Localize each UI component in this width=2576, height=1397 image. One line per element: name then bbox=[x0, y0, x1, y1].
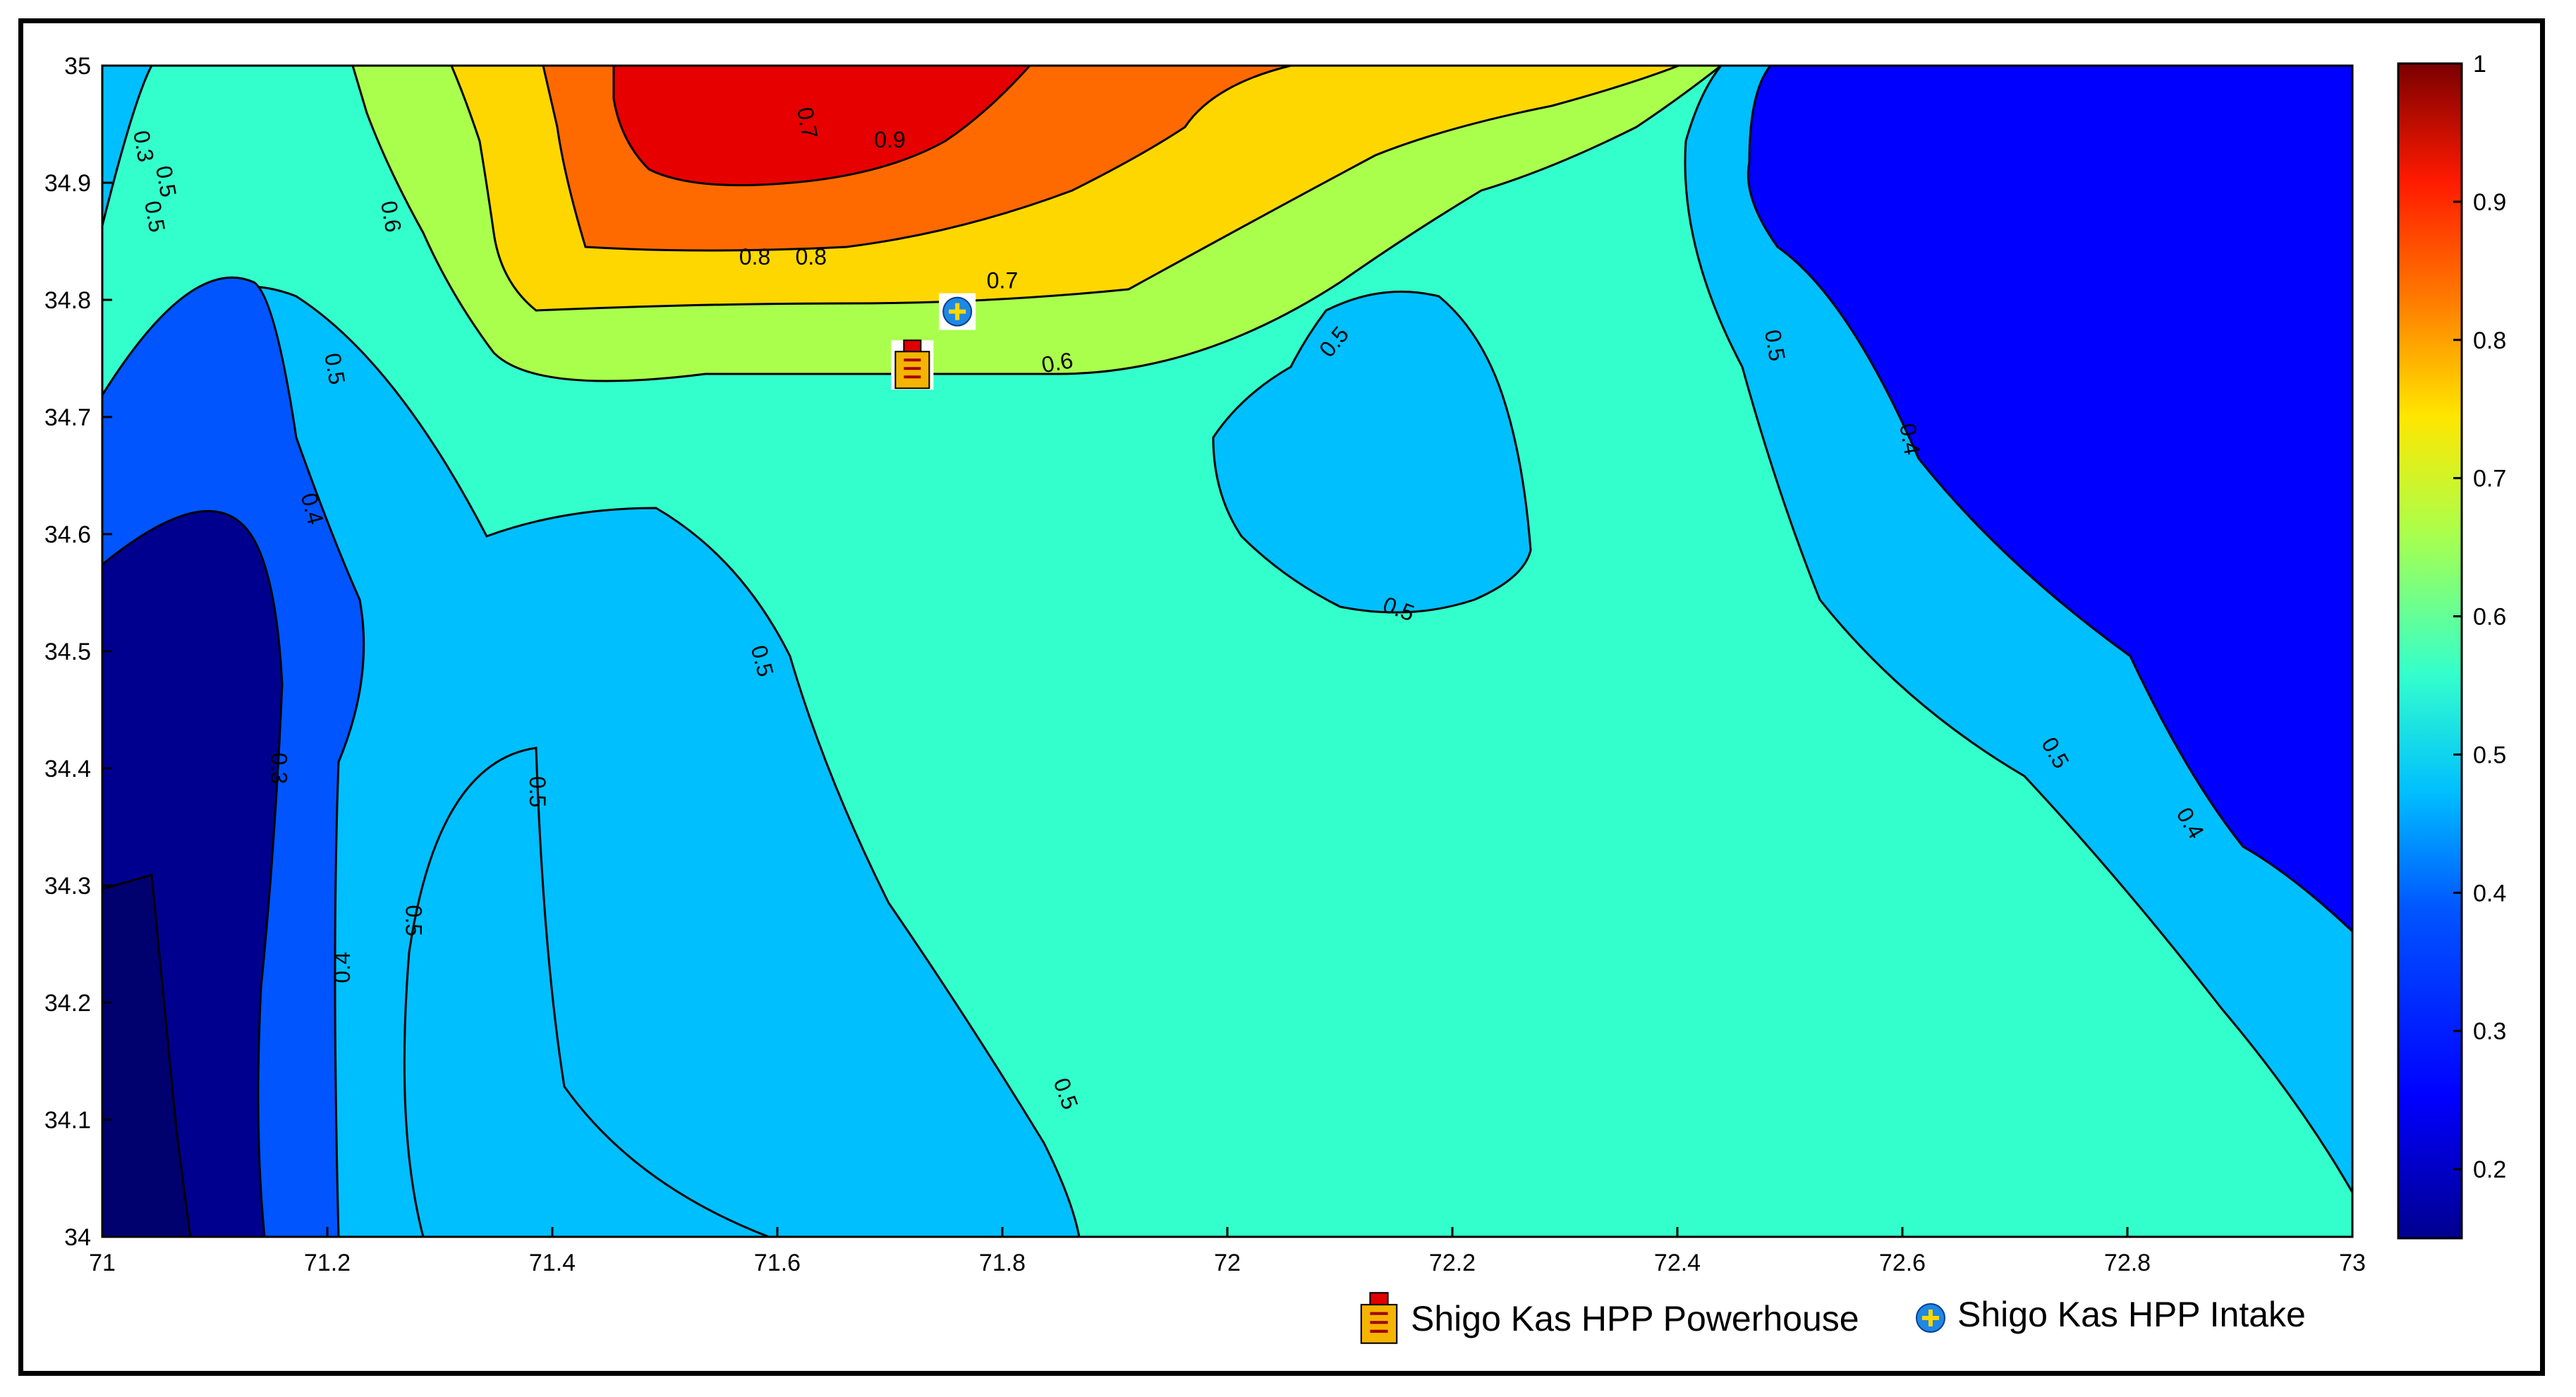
x-tick-label: 71.4 bbox=[529, 1250, 576, 1276]
legend-intake-icon bbox=[1912, 1300, 1949, 1336]
contour-region-0.15-left bbox=[102, 873, 192, 1237]
colorbar-tick-label: 0.6 bbox=[2473, 604, 2506, 631]
contour-label: 0.7 bbox=[792, 105, 822, 140]
y-tick-label: 34 bbox=[64, 1224, 91, 1251]
colorbar-tick-label: 0.7 bbox=[2473, 466, 2506, 492]
contour-label: 0.5 bbox=[525, 776, 550, 807]
contour-label: 0.5 bbox=[320, 351, 350, 387]
y-tick-label: 34.4 bbox=[44, 756, 91, 782]
x-axis: 71 71.2 71.4 71.6 71.8 72 72.2 72.4 72.6 72.8 73 bbox=[89, 1227, 2366, 1276]
plot-area bbox=[102, 66, 2352, 1237]
marker-layer bbox=[891, 293, 976, 390]
y-axis: 35 34.9 34.8 34.7 34.6 34.5 34.4 34.3 34.2 34.1 34 bbox=[44, 53, 112, 1251]
contour-label: 0.5 bbox=[1760, 327, 1790, 363]
y-tick-label: 34.2 bbox=[44, 990, 91, 1017]
contour-label: 0.6 bbox=[1040, 347, 1075, 377]
x-tick-label: 71 bbox=[89, 1250, 116, 1276]
legend-label-powerhouse: Shigo Kas HPP Powerhouse bbox=[1411, 1299, 1859, 1338]
contour-label: 0.3 bbox=[128, 128, 159, 164]
x-tick-label: 72 bbox=[1214, 1250, 1241, 1276]
colorbar-tick-label: 0.9 bbox=[2473, 189, 2506, 216]
contour-label: 0.8 bbox=[796, 244, 827, 270]
contour-region-0.3-right bbox=[1746, 66, 2352, 933]
contour-region-0.9 bbox=[612, 66, 1032, 186]
legend: Shigo Kas HPP Powerhouse Shigo Kas HPP In… bbox=[1356, 1292, 2306, 1345]
x-tick-label: 71.2 bbox=[304, 1250, 351, 1276]
colorbar-tick-label: 0.2 bbox=[2473, 1156, 2506, 1183]
contour-label: 0.9 bbox=[874, 127, 905, 152]
contour-label: 0.5 bbox=[401, 905, 427, 936]
colorbar-tick-label: 0.4 bbox=[2473, 880, 2506, 907]
legend-label-intake: Shigo Kas HPP Intake bbox=[1957, 1295, 2306, 1334]
figure-frame bbox=[18, 18, 2545, 1376]
powerhouse-icon bbox=[891, 339, 934, 390]
x-tick-label: 73 bbox=[2339, 1250, 2366, 1276]
y-tick-label: 34.3 bbox=[44, 873, 91, 900]
contour-label: 0.5 bbox=[140, 199, 170, 234]
y-tick-label: 34.1 bbox=[44, 1107, 91, 1134]
colorbar-tick-label: 0.5 bbox=[2473, 742, 2506, 768]
colorbar-tick-label: 0.8 bbox=[2473, 327, 2506, 354]
colorbar-tick-label: 0.3 bbox=[2473, 1018, 2506, 1045]
legend-powerhouse-icon bbox=[1356, 1292, 1402, 1345]
x-tick-label: 72.8 bbox=[2104, 1250, 2151, 1276]
contour-region-0.4-center bbox=[1212, 290, 1532, 614]
intake-icon bbox=[939, 293, 976, 330]
x-tick-label: 71.8 bbox=[979, 1250, 1026, 1276]
y-tick-label: 35 bbox=[64, 53, 91, 80]
y-tick-label: 34.7 bbox=[44, 404, 91, 431]
colorbar: 1 0.9 0.8 0.7 0.6 0.5 0.4 0.3 0.2 bbox=[2397, 51, 2506, 1240]
contour-label: 0.6 bbox=[376, 199, 406, 234]
contour-label: 0.3 bbox=[266, 753, 291, 784]
contour-region-0.4-left bbox=[102, 66, 1081, 1237]
contour-label: 0.4 bbox=[1895, 421, 1925, 456]
y-tick-label: 34.9 bbox=[44, 170, 91, 197]
contour-label: 0.4 bbox=[329, 952, 355, 983]
x-tick-label: 72.6 bbox=[1879, 1250, 1926, 1276]
contour-label: 0.5 bbox=[151, 164, 181, 199]
colorbar-gradient bbox=[2397, 62, 2463, 1240]
x-tick-label: 71.6 bbox=[754, 1250, 801, 1276]
x-tick-label: 72.4 bbox=[1654, 1250, 1701, 1276]
x-tick-label: 72.2 bbox=[1429, 1250, 1476, 1276]
colorbar-tick-label: 1 bbox=[2473, 51, 2486, 78]
contour-label: 0.7 bbox=[987, 267, 1018, 293]
contour-label: 0.8 bbox=[739, 244, 770, 270]
y-tick-label: 34.8 bbox=[44, 287, 91, 314]
colorbar-ticks: 1 0.9 0.8 0.7 0.6 0.5 0.4 0.3 0.2 bbox=[2453, 51, 2506, 1183]
y-tick-label: 34.5 bbox=[44, 639, 91, 665]
y-tick-label: 34.6 bbox=[44, 521, 91, 548]
